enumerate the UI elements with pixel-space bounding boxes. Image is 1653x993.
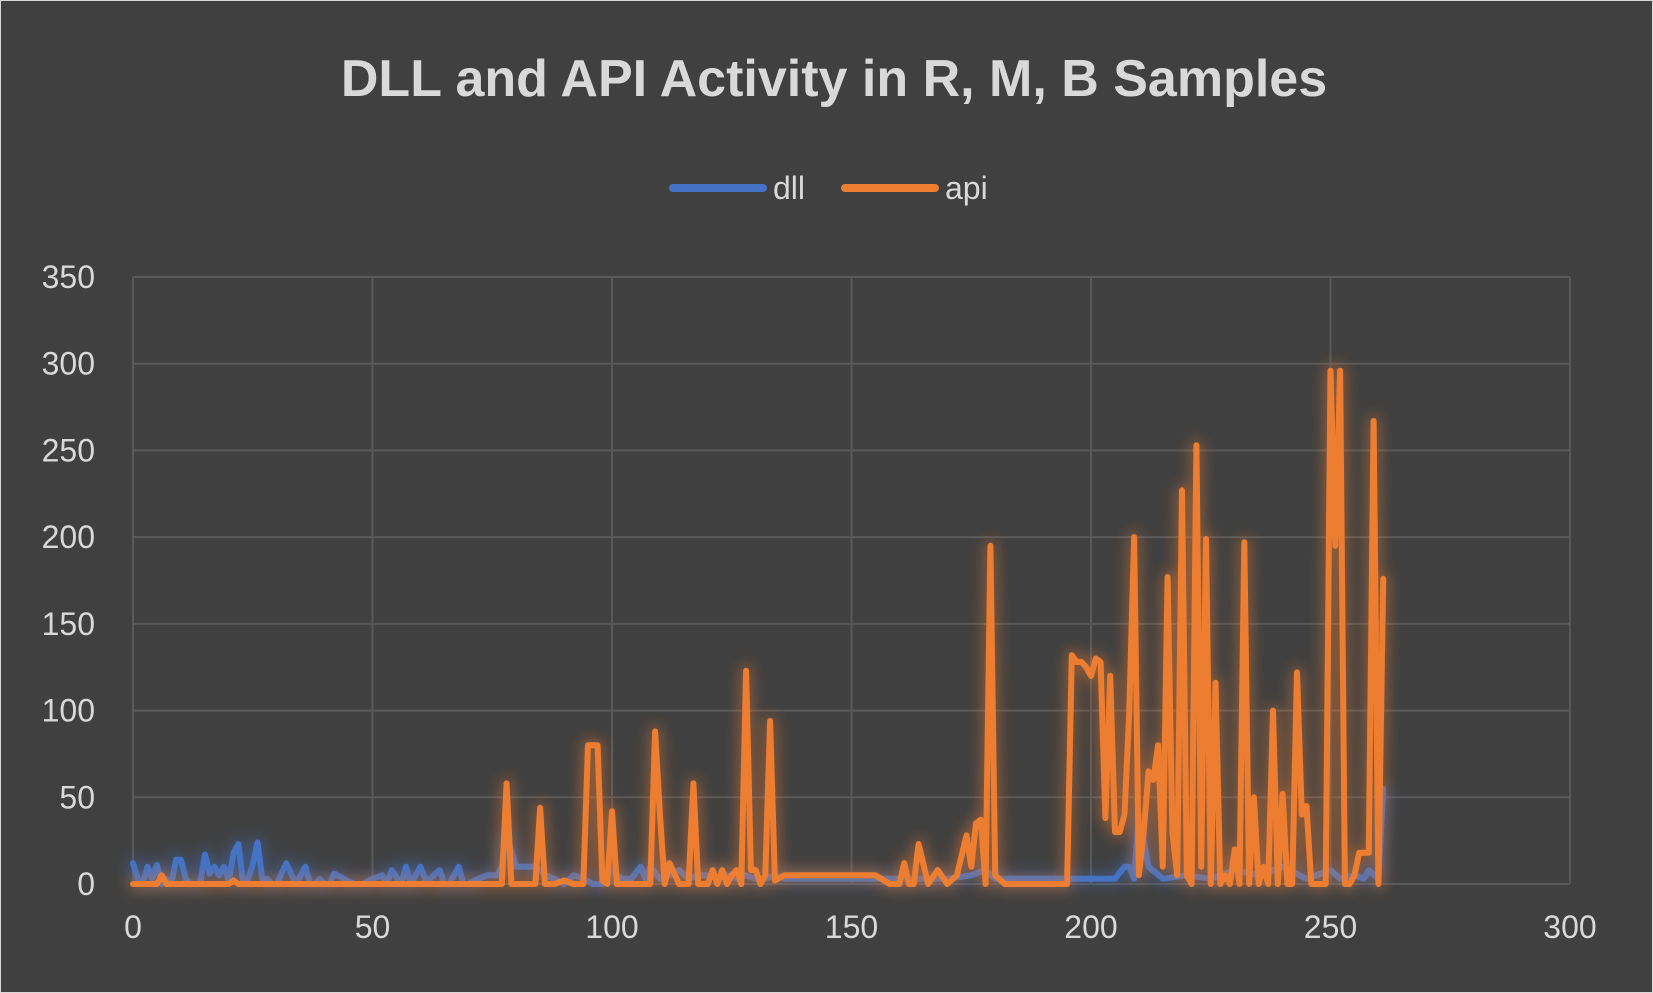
series-layer <box>127 364 1390 890</box>
legend-label-api: api <box>945 170 988 206</box>
x-tick-label: 150 <box>825 909 878 945</box>
x-tick-label: 300 <box>1543 909 1596 945</box>
series-api <box>127 364 1390 890</box>
x-tick-label: 0 <box>124 909 142 945</box>
y-axis-ticks: 0 50 100 150 200 250 300 350 <box>42 259 95 902</box>
y-tick-label: 350 <box>42 259 95 295</box>
y-tick-label: 300 <box>42 346 95 382</box>
y-tick-label: 100 <box>42 693 95 729</box>
y-tick-label: 250 <box>42 432 95 468</box>
chart-title: DLL and API Activity in R, M, B Samples <box>341 50 1327 108</box>
x-tick-label: 250 <box>1304 909 1357 945</box>
legend-label-dll: dll <box>773 170 805 206</box>
x-axis-ticks: 0 50 100 150 200 250 300 <box>124 909 1597 945</box>
y-tick-label: 200 <box>42 519 95 555</box>
gridlines <box>132 276 1571 885</box>
y-tick-label: 0 <box>77 866 95 902</box>
legend-item-dll[interactable]: dll <box>669 170 805 206</box>
legend: dll api <box>669 170 988 206</box>
y-tick-label: 150 <box>42 606 95 642</box>
y-tick-label: 50 <box>59 779 95 815</box>
series-line-api[interactable] <box>130 367 1387 887</box>
x-tick-label: 200 <box>1064 909 1117 945</box>
x-tick-label: 100 <box>585 909 638 945</box>
legend-item-api[interactable]: api <box>841 170 988 206</box>
x-tick-label: 50 <box>355 909 391 945</box>
